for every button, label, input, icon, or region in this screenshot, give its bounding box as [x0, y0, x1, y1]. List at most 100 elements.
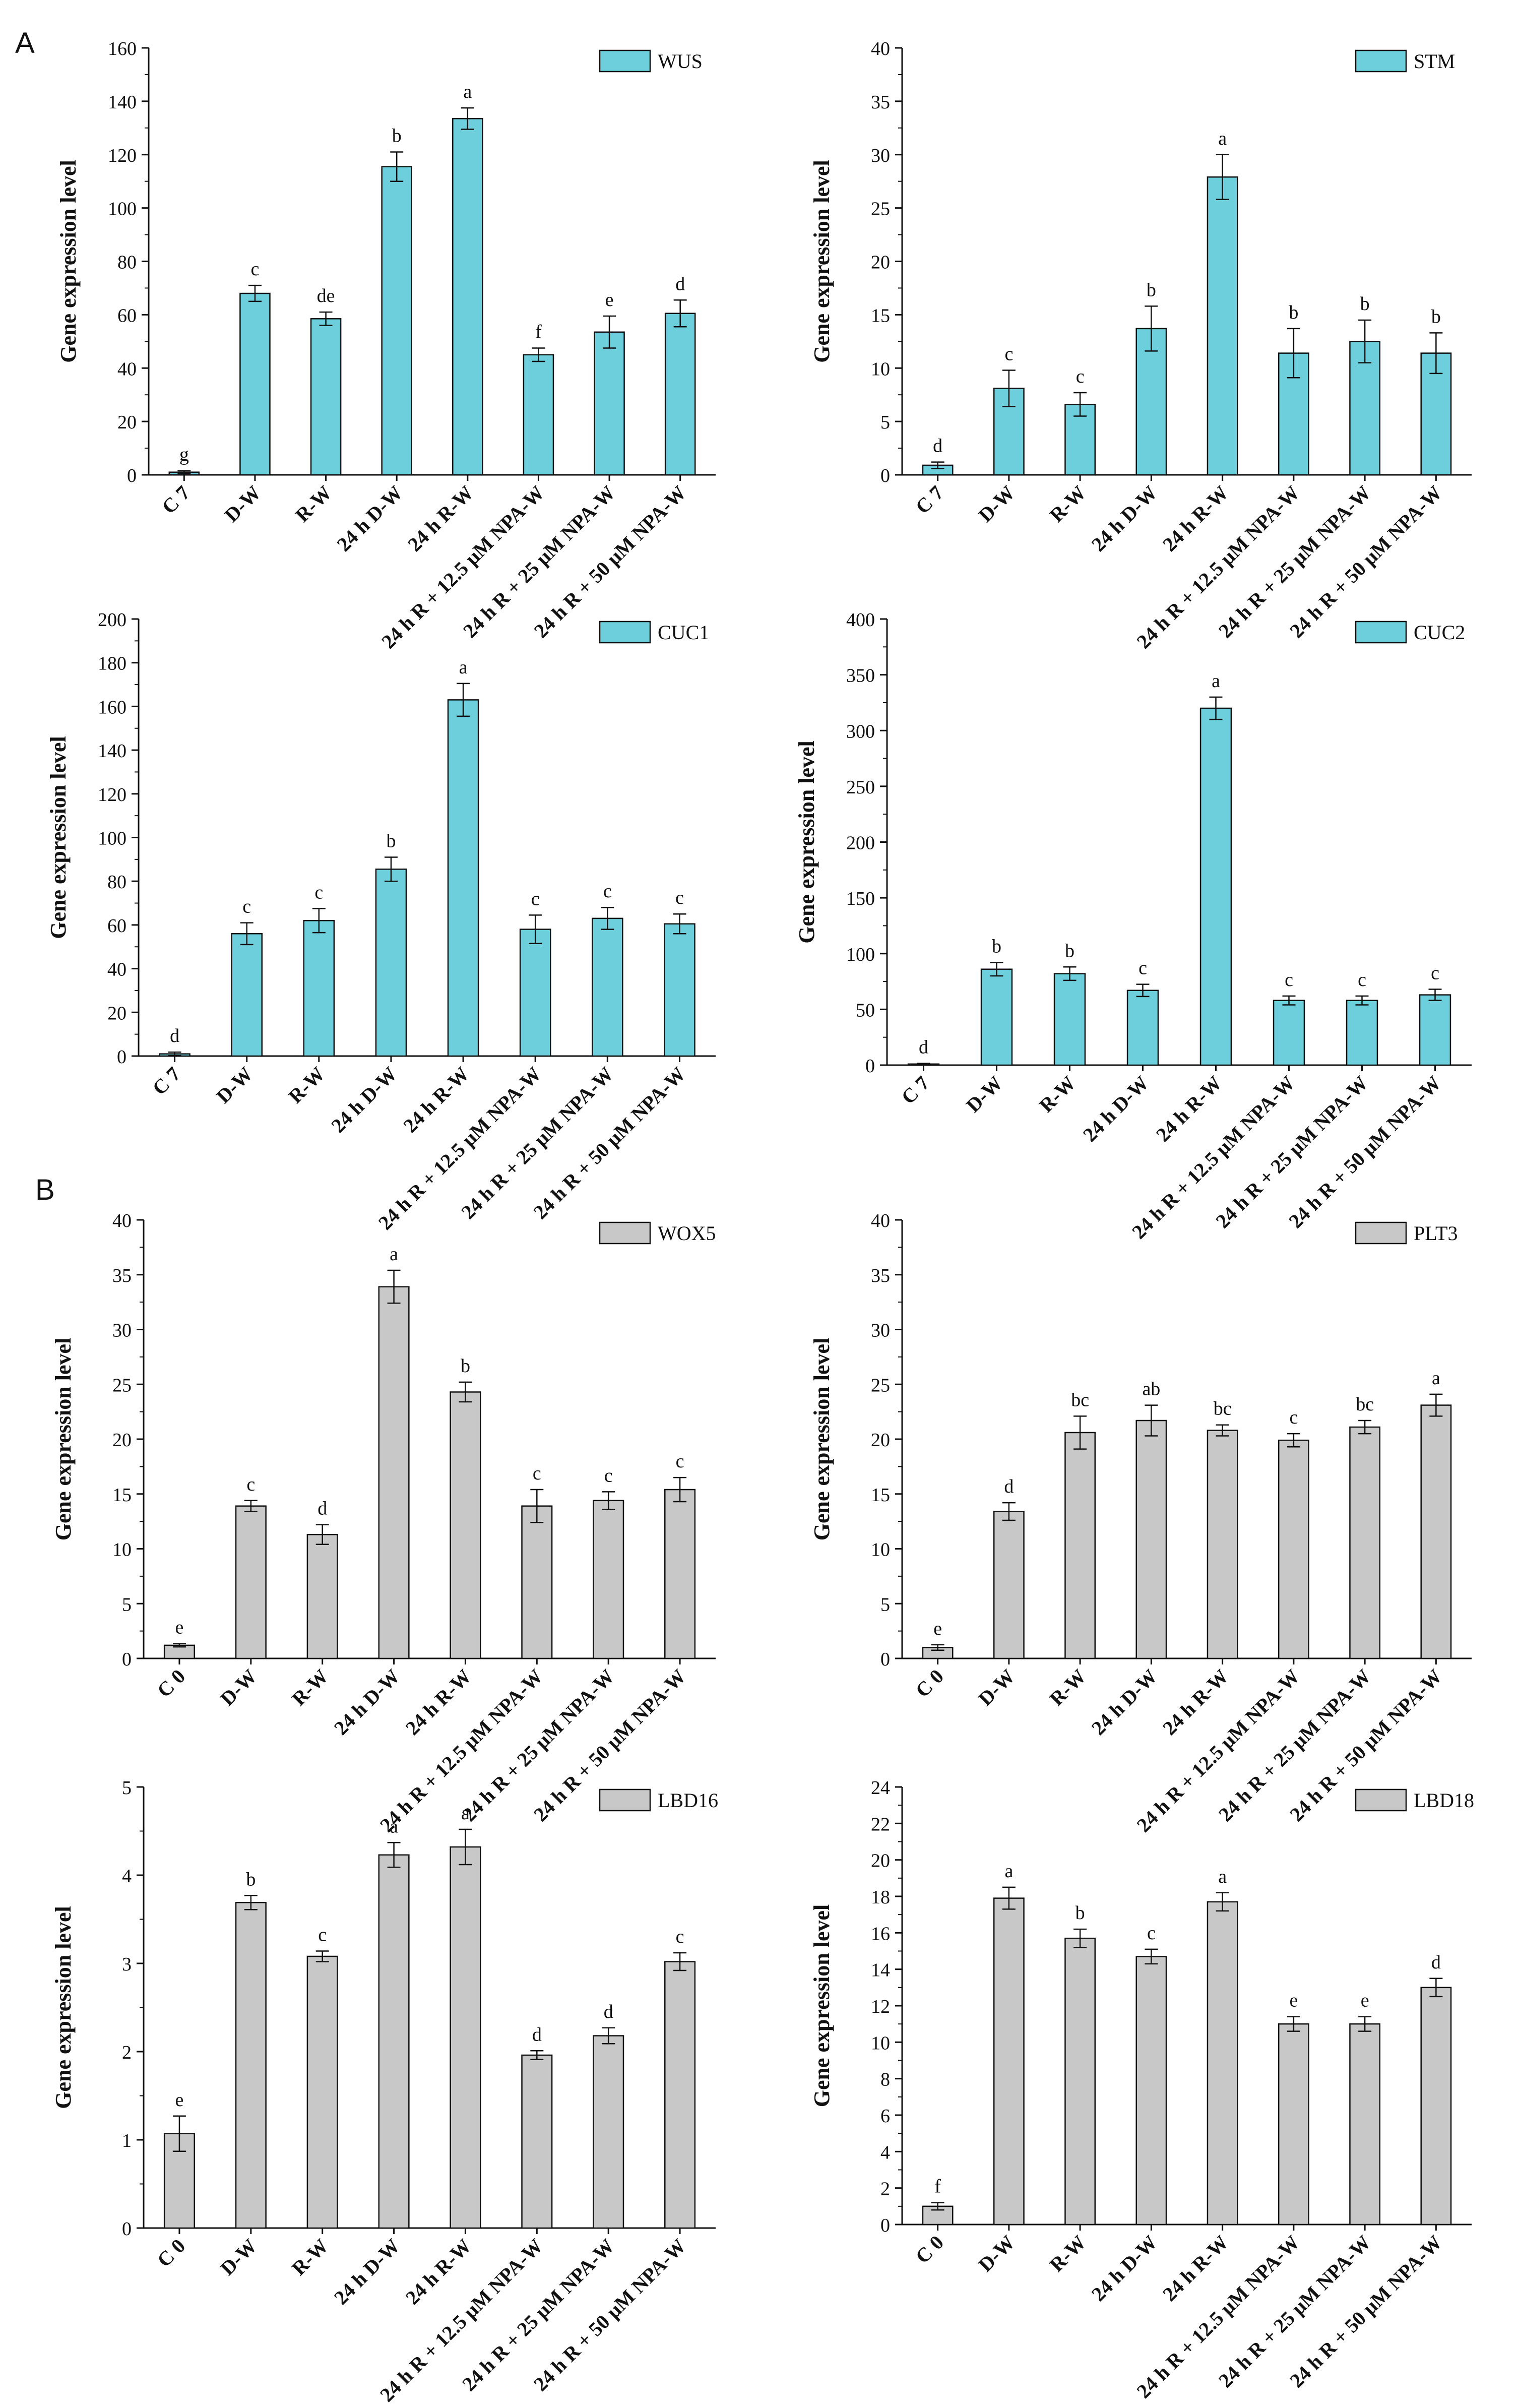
bar: [381, 166, 412, 476]
y-tick-label: 35: [871, 92, 890, 113]
legend-swatch: [599, 621, 651, 644]
bar: [664, 923, 695, 1057]
chart-plt3: 0 5 10 15 20 25 30 35 40 Gene expression level PLT…: [809, 1210, 1472, 1836]
bar: [1199, 707, 1232, 1066]
y-tick-label: 80: [107, 872, 126, 893]
y-tick-label: 120: [108, 145, 137, 166]
x-tick-label: D-W: [220, 481, 265, 527]
y-tick-label: 50: [856, 1000, 875, 1021]
significance-letter: d: [1431, 1952, 1441, 1973]
x-tick-label: D-W: [974, 1665, 1019, 1710]
chart-cuc2: 0 50 100 150 200 250 300 350 400 Gene expression …: [794, 609, 1472, 1243]
y-tick-label: 120: [98, 784, 126, 806]
significance-letter: de: [317, 285, 335, 306]
y-tick-label: 12: [871, 1996, 890, 2017]
significance-letter: a: [1218, 128, 1227, 149]
y-tick-label: 160: [98, 697, 126, 718]
significance-letter: d: [919, 1037, 928, 1058]
bar: [521, 2054, 553, 2229]
y-tick-label: 150: [846, 888, 875, 909]
bar: [1135, 1419, 1167, 1659]
bar: [450, 1391, 481, 1659]
y-tick-label: 10: [871, 2032, 890, 2054]
y-tick-label: 3: [122, 1954, 132, 1975]
significance-letter: c: [246, 1474, 255, 1495]
x-tick-label: C 0: [911, 2231, 948, 2268]
bar: [231, 933, 263, 1057]
y-tick-label: 0: [117, 1046, 126, 1068]
chart-cuc1: 0 20 40 60 80 100 120 140 160 180 200 Gene expressi…: [46, 609, 716, 1234]
x-tick-label: C 7: [911, 481, 948, 518]
y-tick-label: 0: [865, 1056, 875, 1077]
x-tick-label: R-W: [287, 2235, 333, 2280]
significance-letter: e: [175, 2089, 184, 2111]
y-tick-label: 5: [880, 412, 890, 433]
significance-letter: c: [531, 888, 540, 909]
legend-label: CUC2: [1414, 621, 1465, 644]
y-tick-label: 16: [871, 1923, 890, 1944]
y-tick-label: 5: [122, 1777, 132, 1799]
significance-letter: b: [461, 1355, 470, 1377]
y-tick-label: 20: [112, 1430, 132, 1451]
y-tick-label: 4: [880, 2142, 890, 2163]
significance-letter: g: [179, 444, 189, 465]
y-tick-label: 25: [871, 1375, 890, 1396]
legend-label: PLT3: [1414, 1222, 1458, 1245]
legend-label: CUC1: [658, 621, 709, 644]
significance-letter: b: [1431, 306, 1441, 327]
significance-letter: b: [386, 831, 396, 852]
x-tick-label: 24 h R-W: [401, 1665, 476, 1740]
significance-letter: b: [1075, 1902, 1085, 1924]
y-tick-label: 300: [846, 721, 875, 742]
bar: [594, 331, 625, 476]
y-tick-label: 1: [122, 2130, 132, 2151]
significance-letter: d: [532, 2024, 542, 2045]
significance-letter: c: [1147, 1923, 1156, 1944]
significance-letter: b: [992, 936, 1001, 957]
bar: [1346, 1000, 1378, 1066]
significance-letter: c: [1431, 963, 1439, 984]
x-tick-label: 24 h R-W: [1158, 1665, 1233, 1740]
y-tick-label: 22: [871, 1814, 890, 1835]
x-tick-label: 24 h D-W: [330, 2235, 404, 2309]
bar: [306, 1533, 338, 1659]
chart-wox5: 0 5 10 15 20 25 30 35 40 Gene expression level WOX…: [51, 1210, 716, 1836]
x-tick-label: D-W: [962, 1072, 1007, 1117]
y-tick-label: 0: [880, 465, 890, 486]
significance-letter: c: [675, 887, 684, 908]
bar: [993, 1511, 1025, 1659]
bar: [521, 1505, 553, 1659]
significance-letter: c: [676, 1451, 684, 1472]
y-tick-label: 6: [880, 2106, 890, 2127]
significance-letter: ab: [1142, 1379, 1160, 1400]
bar: [378, 1854, 410, 2229]
significance-letter: a: [1004, 1861, 1013, 1882]
y-axis-title: Gene expression level: [46, 736, 71, 939]
y-axis-title: Gene expression level: [51, 1338, 76, 1540]
y-axis-title: Gene expression level: [809, 160, 834, 362]
bar: [1207, 1430, 1238, 1659]
x-tick-label: 24 h D-W: [1087, 2231, 1162, 2306]
x-tick-label: R-W: [1045, 481, 1091, 527]
significance-letter: bc: [1214, 1398, 1232, 1419]
significance-letter: c: [676, 1926, 684, 1947]
x-tick-label: 24 h R-W: [403, 481, 478, 556]
y-tick-label: 40: [117, 358, 137, 380]
x-tick-label: C 7: [897, 1072, 933, 1108]
y-tick-label: 40: [871, 1210, 890, 1231]
legend-label: WOX5: [658, 1222, 716, 1245]
y-tick-label: 15: [871, 1485, 890, 1506]
legend-swatch: [1355, 1221, 1407, 1245]
significance-letter: d: [318, 1498, 327, 1519]
significance-letter: b: [1360, 293, 1370, 315]
legend-swatch: [599, 1788, 651, 1812]
y-tick-label: 140: [108, 92, 137, 113]
significance-letter: bc: [1356, 1394, 1374, 1415]
x-tick-label: 24 h R-W: [1158, 481, 1233, 556]
x-tick-label: C 7: [148, 1063, 184, 1099]
y-tick-label: 20: [871, 1850, 890, 1872]
legend-swatch: [1355, 49, 1407, 73]
bar: [235, 1902, 267, 2229]
y-tick-label: 15: [871, 305, 890, 326]
significance-letter: e: [175, 1617, 184, 1638]
